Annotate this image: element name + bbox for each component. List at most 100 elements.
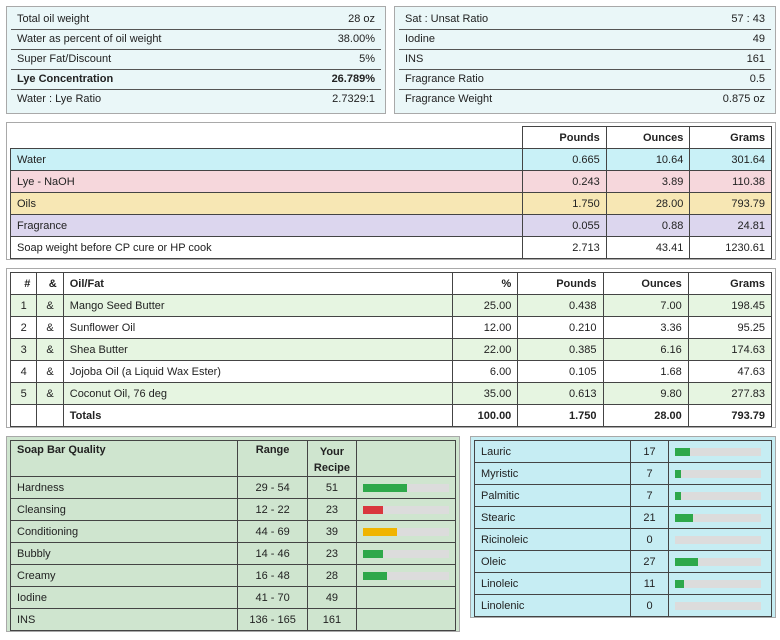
fatty-acid-bar-cell — [668, 440, 772, 463]
recipe-totals-blank-1 — [9, 404, 38, 427]
recipe-pounds: 0.385 — [517, 338, 604, 361]
summary-left-row: Water as percent of oil weight 38.00% — [11, 29, 381, 50]
recipe-header-pct: % — [452, 272, 519, 295]
weights-grams: 24.81 — [689, 214, 772, 237]
soap-quality-label: Bubbly — [9, 542, 239, 565]
summary-right-label: Fragrance Ratio — [399, 69, 640, 90]
recipe-row: 5 & Coconut Oil, 76 deg 35.00 0.613 9.80 277.8… — [9, 382, 773, 405]
soap-quality-label: INS — [9, 608, 239, 631]
soap-quality-bar-fill — [362, 505, 383, 514]
recipe-ounces: 7.00 — [602, 294, 689, 317]
summary-right-row: Iodine 49 — [399, 29, 771, 50]
recipe-oil: Jojoba Oil (a Liquid Wax Ester) — [62, 360, 454, 383]
summary-right-value: 49 — [639, 29, 771, 50]
weights-table: Pounds Ounces Grams Water 0.665 10.64 301.6… — [9, 126, 772, 259]
fatty-acid-bar-cell — [668, 594, 772, 617]
summary-left-row: Total oil weight 28 oz — [11, 9, 381, 30]
summary-left-table: Total oil weight 28 oz Water as percent of… — [11, 9, 381, 109]
recipe-pounds: 0.210 — [517, 316, 604, 339]
summary-right-row: INS 161 — [399, 49, 771, 70]
soap-quality-value: 28 — [306, 564, 357, 587]
weights-label: Water — [9, 148, 524, 171]
recipe-amp[interactable]: & — [36, 360, 64, 383]
soap-quality-header-bar — [355, 440, 457, 477]
summary-right-row: Sat : Unsat Ratio 57 : 43 — [399, 9, 771, 30]
soap-quality-value: 161 — [306, 608, 357, 631]
fatty-acid-row: Ricinoleic 0 — [474, 528, 772, 551]
fatty-acid-value: 0 — [630, 594, 669, 617]
summary-left-row: Lye Concentration 26.789% — [11, 69, 381, 90]
fatty-acid-bar-track — [675, 469, 761, 478]
fatty-acid-label: Linolenic — [474, 594, 631, 617]
weights-grams: 793.79 — [689, 192, 772, 215]
fatty-acid-label: Oleic — [474, 550, 631, 573]
summary-right-row: Fragrance Ratio 0.5 — [399, 69, 771, 90]
soap-quality-bar-track — [362, 483, 449, 492]
recipe-totals-blank-2 — [36, 404, 64, 427]
weights-row: Lye - NaOH 0.243 3.89 110.38 — [9, 170, 772, 193]
weights-pounds: 0.243 — [522, 170, 607, 193]
summary-right-label: Sat : Unsat Ratio — [399, 9, 640, 30]
fatty-acid-row: Palmitic 7 — [474, 484, 772, 507]
fatty-acid-value: 7 — [630, 484, 669, 507]
recipe-totals-grams: 793.79 — [687, 404, 773, 427]
recipe-ounces: 9.80 — [602, 382, 689, 405]
recipe-oil: Shea Butter — [62, 338, 454, 361]
soap-quality-bar-fill — [362, 571, 387, 580]
fatty-acid-bar-track — [675, 491, 761, 500]
fatty-acid-value: 17 — [630, 440, 669, 463]
soap-quality-bar-fill — [362, 549, 383, 558]
weights-ounces: 43.41 — [605, 236, 691, 259]
recipe-ounces: 1.68 — [602, 360, 689, 383]
summary-right-box: Sat : Unsat Ratio 57 : 43 Iodine 49 INS 161 Fr… — [394, 6, 776, 114]
recipe-header-oil: Oil/Fat — [62, 272, 454, 295]
recipe-header-row: # & Oil/Fat % Pounds Ounces Grams — [9, 272, 773, 295]
fatty-acid-value: 11 — [630, 572, 669, 595]
soap-quality-row: Hardness 29 - 54 51 — [9, 476, 457, 499]
fatty-acid-bar-cell — [668, 484, 772, 507]
weights-label: Oils — [9, 192, 524, 215]
recipe-oil: Coconut Oil, 76 deg — [62, 382, 454, 405]
recipe-header-num: # — [9, 272, 38, 295]
recipe-pct: 25.00 — [452, 294, 519, 317]
soap-quality-bar-track — [362, 549, 449, 558]
weights-grams: 301.64 — [689, 148, 772, 171]
soap-quality-header-row: Soap Bar Quality Range Your Recipe — [9, 440, 457, 477]
soap-quality-table: Soap Bar Quality Range Your Recipe Hardn… — [9, 440, 457, 631]
soap-quality-row: Conditioning 44 - 69 39 — [9, 520, 457, 543]
fatty-acid-bar-track — [675, 579, 761, 588]
soap-quality-row: Iodine 41 - 70 49 — [9, 586, 457, 609]
soap-quality-range: 41 - 70 — [237, 586, 308, 609]
weights-label: Soap weight before CP cure or HP cook — [9, 236, 524, 259]
soap-quality-bar-track — [362, 527, 449, 536]
soap-quality-row: INS 136 - 165 161 — [9, 608, 457, 631]
fatty-acid-bar-fill — [675, 469, 681, 478]
recipe-header-pounds: Pounds — [517, 272, 604, 295]
recipe-pct: 12.00 — [452, 316, 519, 339]
fatty-acid-bar-fill — [675, 447, 690, 456]
weights-ounces: 10.64 — [605, 148, 691, 171]
soap-quality-range: 44 - 69 — [237, 520, 308, 543]
recipe-totals-label: Totals — [62, 404, 454, 427]
summary-left-value: 26.789% — [284, 69, 381, 90]
recipe-amp[interactable]: & — [36, 316, 64, 339]
soap-quality-bar-cell — [355, 586, 457, 609]
recipe-amp[interactable]: & — [36, 338, 64, 361]
recipe-table: # & Oil/Fat % Pounds Ounces Grams 1 & Mang… — [9, 272, 773, 427]
recipe-box: # & Oil/Fat % Pounds Ounces Grams 1 & Mang… — [6, 268, 776, 428]
recipe-totals-row: Totals 100.00 1.750 28.00 793.79 — [9, 404, 773, 427]
recipe-totals-pct: 100.00 — [452, 404, 519, 427]
weights-grams: 110.38 — [689, 170, 772, 193]
summary-left-label: Super Fat/Discount — [11, 49, 285, 70]
fatty-acid-bar-fill — [675, 557, 698, 566]
soap-quality-range: 29 - 54 — [237, 476, 308, 499]
soap-quality-label: Hardness — [9, 476, 239, 499]
summary-left-row: Water : Lye Ratio 2.7329:1 — [11, 89, 381, 109]
fatty-acid-bar-cell — [668, 506, 772, 529]
recipe-amp[interactable]: & — [36, 294, 64, 317]
fatty-acid-value: 21 — [630, 506, 669, 529]
fatty-acid-value: 0 — [630, 528, 669, 551]
fatty-acid-row: Stearic 21 — [474, 506, 772, 529]
recipe-header-grams: Grams — [687, 272, 773, 295]
recipe-amp[interactable]: & — [36, 382, 64, 405]
